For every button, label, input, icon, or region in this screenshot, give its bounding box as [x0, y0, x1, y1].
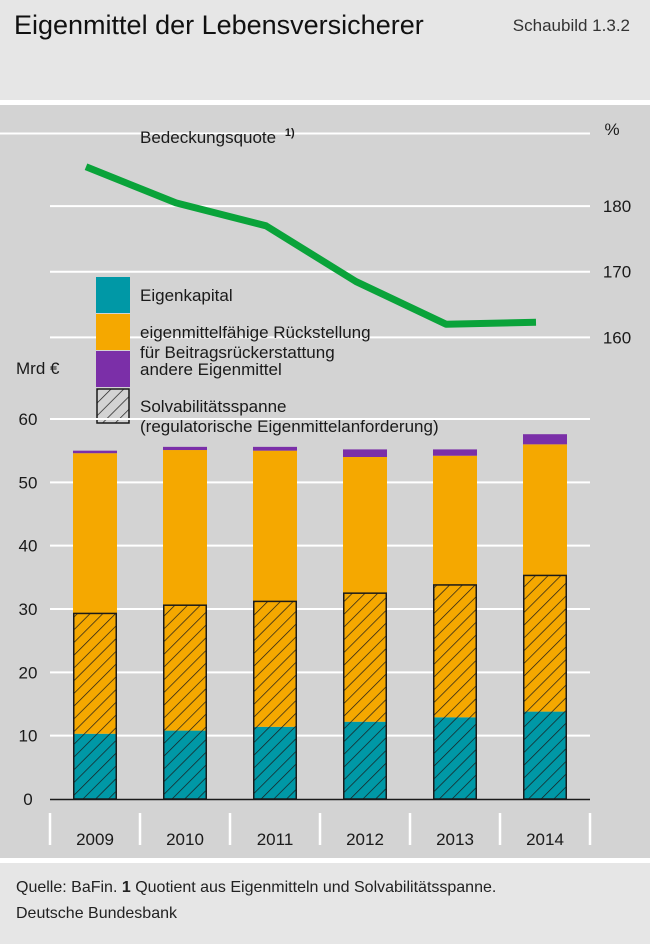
footnote-number: 1 — [121, 879, 131, 896]
bar-segment-andere — [343, 449, 387, 457]
legend-label: für Beitragsrückerstattung — [140, 343, 335, 362]
legend-swatch — [96, 277, 130, 313]
bar-solvency-margin — [253, 600, 297, 800]
source-label: Quelle: BaFin. — [16, 879, 118, 896]
line-chart-grid — [0, 132, 590, 339]
bar-solvency-margin — [343, 592, 387, 800]
x-tick-label: 2014 — [526, 830, 564, 849]
footer-note-line: Quelle: BaFin. 1 Quotient aus Eigenmitte… — [16, 875, 636, 901]
x-tick-label: 2012 — [346, 830, 384, 849]
bar-solvency-margin — [73, 612, 117, 800]
line-chart-ticks: 160 170 180 — [603, 197, 631, 347]
legend-label: Eigenkapital — [140, 286, 233, 305]
legend-label: Solvabilitätsspanne — [140, 397, 286, 416]
bar-tick-label: 30 — [19, 600, 38, 619]
line-chart-title-footnote: 1) — [285, 127, 295, 139]
line-chart-unit: % — [604, 120, 619, 139]
legend-label: andere Eigenmittel — [140, 360, 282, 379]
bar-chart-ticks: 0 10 20 30 40 50 60 — [19, 410, 38, 809]
legend-eigenkapital: Eigenkapital — [96, 277, 233, 313]
legend-label: eigenmittelfähige Rückstellung — [140, 323, 371, 342]
bar-tick-label: 20 — [19, 663, 38, 682]
bar-chart-ylabel: Mrd € — [16, 359, 60, 378]
bar-solvency-margin — [433, 584, 477, 800]
bar-segment-andere — [523, 434, 567, 445]
x-tick-label: 2010 — [166, 830, 204, 849]
bar-segment-andere — [73, 450, 117, 454]
figure-number: Schaubild 1.3.2 — [512, 16, 630, 35]
legend-swatch — [96, 388, 130, 424]
bar-segment-andere — [253, 446, 297, 451]
bar-tick-label: 50 — [19, 473, 38, 492]
line-tick-label: 180 — [603, 197, 631, 216]
divider-top — [0, 100, 650, 105]
divider-bottom — [0, 858, 650, 863]
legend-solvabilitaet: Solvabilitätsspanne(regulatorische Eigen… — [96, 388, 439, 436]
legend: Eigenkapital eigenmittelfähige Rückstellu… — [96, 277, 439, 436]
legend-swatch — [96, 314, 130, 350]
legend-swatch — [96, 351, 130, 387]
bar-tick-label: 0 — [23, 790, 32, 809]
legend-andere: andere Eigenmittel — [96, 351, 282, 387]
line-tick-label: 160 — [603, 328, 631, 347]
bar-chart-grid — [50, 418, 590, 737]
x-axis: 2009 2010 2011 2012 2013 2014 — [48, 798, 592, 849]
bar-segment-andere — [163, 446, 207, 451]
bar-tick-label: 10 — [19, 727, 38, 746]
footer: Quelle: BaFin. 1 Quotient aus Eigenmitte… — [16, 875, 636, 927]
legend-label: (regulatorische Eigenmittelanforderung) — [140, 417, 439, 436]
bar-chart-bars — [73, 434, 567, 800]
line-chart-title: Bedeckungsquote 1) — [140, 127, 295, 147]
bar-solvency-margin — [163, 604, 207, 800]
bar-tick-label: 40 — [19, 537, 38, 556]
coverage-ratio-line — [84, 163, 537, 328]
chart-title: Eigenmittel der Lebensversicherer — [14, 10, 424, 40]
chart-area: 160 170 180 % Bedeckungsquote 1) Mrd € Eig… — [0, 120, 631, 849]
header: Eigenmittel der Lebensversicherer Schaub… — [0, 0, 650, 100]
footnote-text: Quotient aus Eigenmitteln und Solvabilit… — [135, 879, 497, 896]
x-tick-label: 2009 — [76, 830, 114, 849]
publisher: Deutsche Bundesbank — [16, 905, 177, 922]
line-tick-label: 170 — [603, 263, 631, 282]
line-chart-title-text: Bedeckungsquote — [140, 128, 276, 147]
bar-tick-label: 60 — [19, 410, 38, 429]
x-tick-label: 2011 — [257, 830, 294, 849]
bar-segment-andere — [433, 449, 477, 456]
x-tick-label: 2013 — [436, 830, 474, 849]
bar-solvency-margin — [523, 574, 567, 800]
